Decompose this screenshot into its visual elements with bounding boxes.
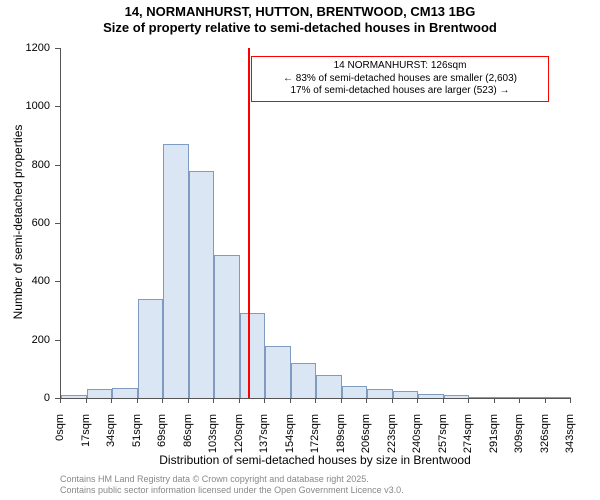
histogram-bar (214, 255, 240, 398)
y-tick-label: 400 (0, 275, 50, 287)
x-tick-mark (545, 398, 546, 403)
x-tick-label: 326sqm (539, 414, 551, 464)
x-tick-label: 274sqm (462, 414, 474, 464)
annotation-line: 17% of semi-detached houses are larger (… (255, 85, 545, 98)
histogram-bar (163, 144, 189, 398)
histogram-bar (87, 389, 113, 398)
x-tick-label: 257sqm (437, 414, 449, 464)
y-tick-mark (55, 340, 60, 341)
footer-line-1: Contains HM Land Registry data © Crown c… (60, 474, 404, 485)
y-tick-mark (55, 48, 60, 49)
histogram-bar (316, 375, 342, 398)
x-tick-mark (315, 398, 316, 403)
x-tick-label: 343sqm (564, 414, 576, 464)
x-tick-mark (86, 398, 87, 403)
x-tick-mark (239, 398, 240, 403)
x-tick-label: 240sqm (411, 414, 423, 464)
histogram-bar (240, 313, 266, 398)
y-tick-label: 200 (0, 334, 50, 346)
chart-title-block: 14, NORMANHURST, HUTTON, BRENTWOOD, CM13… (0, 0, 600, 37)
y-tick-mark (55, 106, 60, 107)
histogram-bar (546, 397, 572, 398)
y-tick-mark (55, 223, 60, 224)
chart-container: 14, NORMANHURST, HUTTON, BRENTWOOD, CM13… (0, 0, 600, 500)
x-tick-label: 206sqm (360, 414, 372, 464)
annotation-line: 14 NORMANHURST: 126sqm (255, 60, 545, 73)
x-tick-label: 51sqm (131, 414, 143, 464)
chart-title-line1: 14, NORMANHURST, HUTTON, BRENTWOOD, CM13… (0, 4, 600, 20)
x-tick-mark (188, 398, 189, 403)
histogram-bar (495, 397, 521, 398)
x-tick-label: 86sqm (182, 414, 194, 464)
chart-title-line2: Size of property relative to semi-detach… (0, 20, 600, 36)
histogram-bar (189, 171, 215, 399)
plot-area: 14 NORMANHURST: 126sqm← 83% of semi-deta… (60, 48, 571, 399)
footer-line-2: Contains public sector information licen… (60, 485, 404, 496)
x-tick-label: 189sqm (335, 414, 347, 464)
histogram-bar (61, 395, 87, 398)
x-tick-mark (392, 398, 393, 403)
x-tick-label: 34sqm (105, 414, 117, 464)
histogram-bar (444, 395, 470, 398)
x-tick-mark (213, 398, 214, 403)
histogram-bar (342, 386, 368, 398)
x-tick-mark (162, 398, 163, 403)
y-tick-label: 1200 (0, 42, 50, 54)
y-tick-label: 600 (0, 217, 50, 229)
histogram-bar (265, 346, 291, 399)
x-tick-label: 223sqm (386, 414, 398, 464)
x-tick-mark (341, 398, 342, 403)
x-tick-label: 309sqm (513, 414, 525, 464)
x-tick-label: 137sqm (258, 414, 270, 464)
histogram-bar (520, 397, 546, 398)
x-tick-label: 154sqm (284, 414, 296, 464)
annotation-line: ← 83% of semi-detached houses are smalle… (255, 73, 545, 86)
y-tick-label: 1000 (0, 100, 50, 112)
x-tick-label: 0sqm (54, 414, 66, 464)
x-tick-mark (366, 398, 367, 403)
x-tick-label: 17sqm (80, 414, 92, 464)
footer-attribution: Contains HM Land Registry data © Crown c… (60, 474, 404, 497)
y-tick-mark (55, 165, 60, 166)
x-tick-label: 291sqm (488, 414, 500, 464)
y-tick-label: 0 (0, 392, 50, 404)
x-tick-mark (137, 398, 138, 403)
x-tick-mark (290, 398, 291, 403)
x-tick-mark (417, 398, 418, 403)
histogram-bar (291, 363, 317, 398)
x-tick-mark (443, 398, 444, 403)
histogram-bar (418, 394, 444, 398)
x-tick-mark (468, 398, 469, 403)
x-tick-mark (111, 398, 112, 403)
x-tick-label: 120sqm (233, 414, 245, 464)
x-tick-mark (60, 398, 61, 403)
x-tick-mark (519, 398, 520, 403)
x-tick-mark (570, 398, 571, 403)
x-tick-label: 69sqm (156, 414, 168, 464)
x-tick-label: 172sqm (309, 414, 321, 464)
y-tick-label: 800 (0, 159, 50, 171)
x-tick-mark (264, 398, 265, 403)
histogram-bar (469, 397, 495, 398)
histogram-bar (138, 299, 164, 398)
histogram-bar (367, 389, 393, 398)
histogram-bar (393, 391, 419, 398)
y-tick-mark (55, 281, 60, 282)
x-tick-label: 103sqm (207, 414, 219, 464)
x-tick-mark (494, 398, 495, 403)
histogram-bar (112, 388, 138, 398)
annotation-box: 14 NORMANHURST: 126sqm← 83% of semi-deta… (251, 56, 549, 102)
